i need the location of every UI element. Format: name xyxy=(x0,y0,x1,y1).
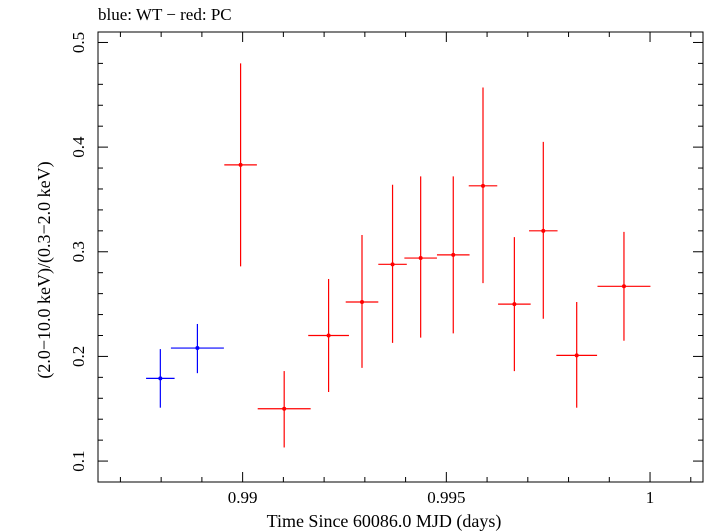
data-point xyxy=(282,406,287,411)
data-point xyxy=(158,376,163,381)
y-tick-label: 0.4 xyxy=(69,136,88,158)
y-axis-label: (2.0−10.0 keV)/(0.3−2.0 keV) xyxy=(34,161,55,378)
data-point xyxy=(541,228,546,233)
series-wt xyxy=(146,323,224,408)
y-tick-label: 0.3 xyxy=(69,241,88,262)
data-point xyxy=(326,333,331,338)
data-point xyxy=(451,252,456,257)
data-point xyxy=(574,353,579,358)
data-point xyxy=(621,284,626,289)
y-tick-label: 0.5 xyxy=(69,32,88,53)
chart-title: blue: WT − red: PC xyxy=(98,5,232,24)
data-point xyxy=(481,183,485,188)
y-tick-label: 0.1 xyxy=(69,450,88,471)
y-tick-label: 0.2 xyxy=(69,346,88,367)
data-point xyxy=(390,262,395,267)
x-tick-label: 1 xyxy=(646,488,655,507)
plot-frame xyxy=(97,31,704,483)
data-point xyxy=(418,256,423,261)
x-axis-label: Time Since 60086.0 MJD (days) xyxy=(267,511,502,532)
data-point xyxy=(360,300,364,304)
x-tick-label: 0.995 xyxy=(427,488,465,507)
data-point xyxy=(238,162,243,167)
data-point xyxy=(512,302,517,307)
x-tick-label: 0.99 xyxy=(228,488,258,507)
series-pc xyxy=(224,63,651,448)
data-point xyxy=(195,346,200,351)
